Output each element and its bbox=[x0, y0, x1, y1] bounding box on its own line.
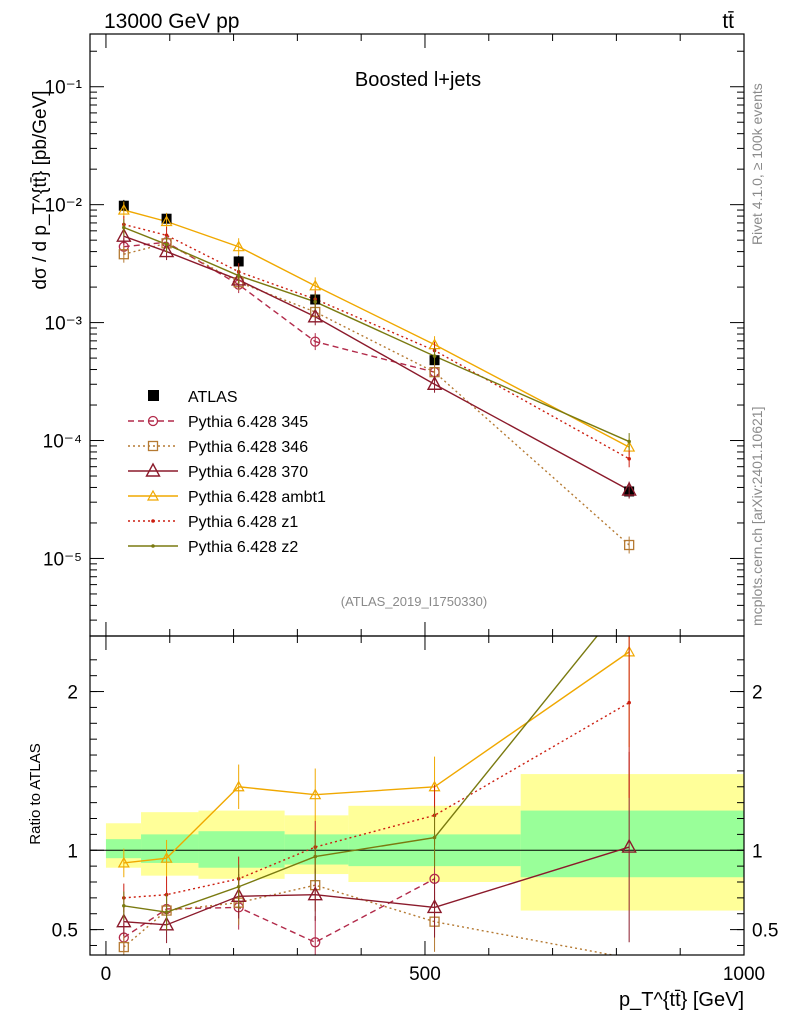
marker-pythia-6-428-370 bbox=[621, 481, 637, 496]
marker-pythia-6-428-370 bbox=[426, 375, 443, 390]
legend-marker bbox=[148, 390, 159, 401]
ratio-marker-pythia-6-428-345 bbox=[310, 937, 321, 948]
legend-marker bbox=[151, 519, 155, 523]
marker-pythia-6-428-ambt1 bbox=[117, 203, 130, 215]
x-tick-label: 1000 bbox=[723, 964, 765, 985]
marker-pythia-6-428-370 bbox=[307, 308, 323, 323]
ratio-marker-pythia-6-428-370 bbox=[307, 886, 323, 901]
y-tick-label: 10⁻² bbox=[45, 196, 83, 217]
x-tick-label: 500 bbox=[409, 964, 441, 985]
ratio-marker-pythia-6-428-z2 bbox=[164, 910, 169, 914]
ratio-line-pythia-6-428-ambt1 bbox=[123, 651, 630, 864]
ratio-y-tick-label: 2 bbox=[67, 683, 78, 704]
marker-pythia-6-428-370 bbox=[116, 227, 132, 242]
process-label: tt̄ bbox=[722, 10, 734, 33]
marker-pythia-6-428-z1 bbox=[627, 456, 631, 461]
marker-pythia-6-428-345 bbox=[310, 336, 321, 347]
main-y-axis-title: dσ / d p_T^{tt̄} [pb/GeV] bbox=[30, 90, 51, 289]
marker-pythia-6-428-370 bbox=[158, 243, 175, 258]
ratio-line-pythia-6-428-370 bbox=[123, 846, 630, 926]
legend-label: Pythia 6.428 370 bbox=[188, 464, 308, 481]
marker-pythia-6-428-z2 bbox=[313, 300, 318, 304]
ratio-line-pythia-6-428-z2 bbox=[123, 636, 599, 913]
ratio-line-pythia-6-428-346 bbox=[123, 884, 617, 955]
ratio-y-tick-label: 1 bbox=[67, 841, 78, 862]
y-tick-label: 10⁻⁴ bbox=[43, 432, 82, 453]
legend-label: ATLAS bbox=[188, 389, 238, 406]
ratio-marker-pythia-6-428-ambt1 bbox=[232, 780, 245, 792]
marker-pythia-6-428-z2 bbox=[432, 354, 437, 358]
legend-label: Pythia 6.428 z2 bbox=[188, 539, 298, 556]
rivet-label: Rivet 4.1.0, ≥ 100k events bbox=[749, 83, 765, 245]
legend-marker bbox=[147, 415, 159, 427]
x-tick-label: 0 bbox=[101, 964, 112, 985]
marker-pythia-6-428-370 bbox=[230, 271, 247, 286]
ratio-marker-pythia-6-428-370 bbox=[426, 898, 443, 914]
axes: 10⁻¹ 10⁻² 10⁻³ 10⁻⁴ 10⁻⁵ 0 500 1000 0.5 0.5 1 1 2 2 bbox=[43, 33, 778, 985]
ratio-marker-pythia-6-428-ambt1 bbox=[117, 856, 130, 868]
series-lines bbox=[123, 209, 630, 546]
line-pythia-6-428-z1 bbox=[123, 223, 630, 460]
legend-label: Pythia 6.428 346 bbox=[188, 439, 308, 456]
marker-pythia-6-428-z2 bbox=[627, 439, 631, 444]
marker-pythia-6-428-346 bbox=[624, 539, 635, 551]
line-pythia-6-428-346 bbox=[123, 242, 630, 546]
ratio-y-tick-label: 1 bbox=[752, 841, 763, 862]
marker-pythia-6-428-z2 bbox=[122, 225, 126, 230]
ratio-y-axis-title: Ratio to ATLAS bbox=[27, 743, 44, 844]
y-tick-label: 10⁻⁵ bbox=[43, 549, 82, 570]
legend-label: Pythia 6.428 z1 bbox=[188, 514, 298, 531]
mcplots-label: mcplots.cern.ch [arXiv:2401.10621] bbox=[749, 407, 765, 626]
line-pythia-6-428-z2 bbox=[123, 226, 630, 443]
ratio-marker-pythia-6-428-z2 bbox=[432, 835, 437, 840]
band-inner bbox=[520, 810, 744, 878]
legend-marker bbox=[145, 462, 161, 477]
marker-pythia-6-428-ambt1 bbox=[232, 240, 245, 252]
band-inner bbox=[198, 831, 285, 868]
ratio-marker-pythia-6-428-370 bbox=[116, 913, 132, 928]
series-markers bbox=[116, 199, 637, 554]
marker-pythia-6-428-346 bbox=[118, 249, 129, 260]
ratio-y-tick-label: 0.5 bbox=[52, 921, 78, 942]
energy-label: 13000 GeV pp bbox=[104, 10, 239, 33]
ratio-marker-pythia-6-428-ambt1 bbox=[160, 851, 173, 863]
ratio-series-lines bbox=[116, 636, 637, 955]
line-pythia-6-428-ambt1 bbox=[123, 209, 630, 448]
marker-pythia-6-428-z1 bbox=[164, 233, 169, 238]
legend-marker bbox=[147, 440, 159, 452]
ratio-marker-pythia-6-428-ambt1 bbox=[309, 788, 322, 800]
ratio-marker-pythia-6-428-346 bbox=[118, 941, 129, 953]
ratio-y-tick-label: 0.5 bbox=[752, 921, 778, 942]
x-axis-title: p_T^{tt̄} [GeV] bbox=[619, 989, 744, 1011]
legend-marker bbox=[146, 489, 160, 501]
ratio-marker-pythia-6-428-370 bbox=[621, 838, 637, 853]
y-tick-label: 10⁻³ bbox=[45, 314, 83, 335]
ratio-frame bbox=[89, 635, 745, 956]
analysis-id: (ATLAS_2019_I1750330) bbox=[341, 594, 487, 609]
legend: ATLAS Pythia 6.428 345 Pythia 6.428 346 Pyt… bbox=[128, 389, 326, 556]
marker-pythia-6-428-ambt1 bbox=[309, 279, 322, 291]
line-pythia-6-428-370 bbox=[123, 235, 630, 491]
marker-pythia-6-428-ambt1 bbox=[160, 215, 173, 227]
marker-pythia-6-428-z2 bbox=[236, 273, 241, 278]
chart-title: Boosted l+jets bbox=[355, 69, 481, 91]
legend-label: Pythia 6.428 345 bbox=[188, 414, 308, 431]
ratio-y-tick-label: 2 bbox=[752, 683, 763, 704]
marker-pythia-6-428-z2 bbox=[164, 242, 169, 247]
atlas-point bbox=[233, 256, 244, 267]
band-inner bbox=[284, 834, 349, 865]
ratio-marker-pythia-6-428-z2 bbox=[236, 884, 241, 889]
ratio-marker-pythia-6-428-z1 bbox=[627, 700, 631, 705]
y-tick-label: 10⁻¹ bbox=[45, 78, 83, 99]
ratio-marker-pythia-6-428-z2 bbox=[313, 854, 318, 859]
ratio-uncertainty-bands bbox=[90, 774, 744, 911]
legend-marker bbox=[151, 544, 155, 548]
legend-label: Pythia 6.428 ambt1 bbox=[188, 489, 326, 506]
ratio-marker-pythia-6-428-z2 bbox=[122, 904, 126, 908]
line-pythia-6-428-345 bbox=[123, 241, 435, 373]
